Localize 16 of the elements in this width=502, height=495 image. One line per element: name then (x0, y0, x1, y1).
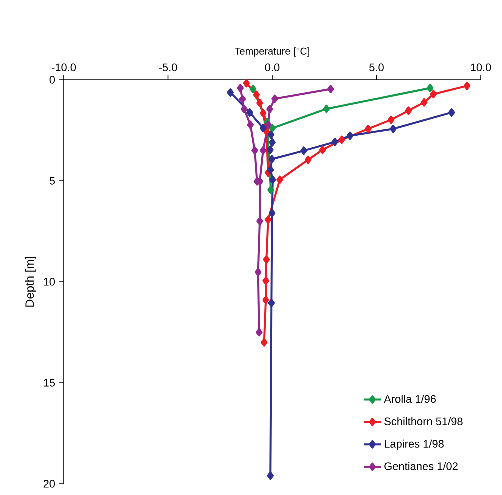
legend-label: Schilthorn 51/98 (384, 417, 463, 426)
y-tick-label: 15 (44, 379, 56, 387)
y-axis-title: Depth [m] (25, 256, 36, 307)
y-tick-label: 5 (50, 177, 56, 185)
x-tick-label: -10.0 (52, 64, 76, 72)
legend-label: Gentianes 1/02 (384, 462, 458, 470)
x-tick-label: 0.0 (265, 64, 280, 72)
y-tick-label: 0 (50, 76, 56, 84)
x-tick-label: 10.0 (471, 64, 492, 72)
legend-label: Lapires 1/98 (385, 440, 444, 450)
x-axis-title: Temperature [°C] (235, 48, 310, 57)
x-tick-label: -5.0 (159, 64, 178, 72)
y-tick-label: 10 (44, 278, 56, 286)
x-tick-label: 5.0 (370, 64, 384, 72)
legend-label: Arolla 1/96 (384, 395, 436, 404)
y-tick-label: 20 (44, 480, 56, 488)
